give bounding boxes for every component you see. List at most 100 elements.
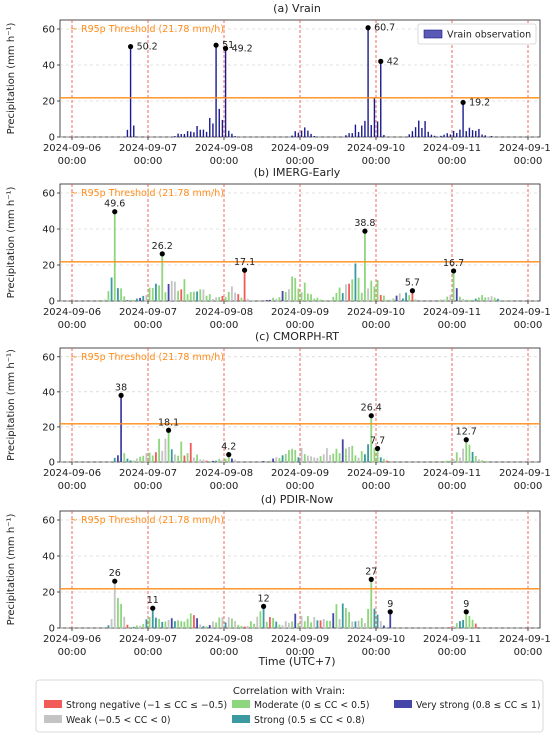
peak-marker — [226, 452, 232, 458]
legend-swatch-very-strong — [394, 700, 412, 708]
correlation-legend-title: Correlation with Vrain: — [233, 686, 345, 697]
peak-marker — [378, 58, 384, 64]
series-legend-swatch — [423, 29, 443, 39]
y-tick-label: 0 — [49, 624, 55, 635]
y-tick-label: 0 — [49, 133, 55, 144]
peak-marker — [409, 288, 416, 294]
x-tick-time: 00:00 — [286, 320, 315, 331]
y-tick-label: 60 — [42, 516, 55, 527]
x-tick-time: 00:00 — [210, 647, 239, 658]
legend-label-strong-negative: Strong negative (−1 ≤ CC ≤ −0.5) — [66, 700, 227, 711]
panel-title: (c) CMORPH-RT — [255, 330, 339, 343]
peak-value-label: 26.4 — [361, 403, 382, 414]
peak-value-label: 26.2 — [152, 241, 173, 252]
x-tick-date: 2024-09-11 — [423, 468, 481, 479]
x-tick-date: 2024-09-06 — [43, 307, 101, 318]
x-tick-date: 2024-09-07 — [119, 468, 177, 479]
legend-swatch-strong-negative — [44, 700, 62, 708]
x-tick-date: 2024-09-10 — [347, 468, 405, 479]
peak-value-label: 18.1 — [158, 417, 179, 428]
x-tick-time: 00:00 — [438, 647, 467, 658]
y-axis-label: Precipitation (mm h⁻¹) — [6, 23, 17, 135]
y-tick-label: 0 — [49, 297, 55, 308]
x-tick-date: 2024-09-11 — [423, 307, 481, 318]
peak-marker — [213, 42, 219, 48]
x-tick-date: 2024-09-07 — [119, 143, 177, 154]
peak-marker — [112, 578, 118, 584]
peak-value-label: 38 — [115, 382, 127, 393]
peak-marker — [463, 609, 469, 615]
panel-title: (b) IMERG-Early — [254, 166, 341, 179]
threshold-label: ~ R95p Threshold (21.78 mm/h) — [70, 352, 224, 363]
peak-marker — [127, 44, 134, 50]
x-tick-date: 2024-09-12 — [499, 634, 550, 645]
x-tick-time: 00:00 — [58, 481, 87, 492]
y-tick-label: 20 — [42, 588, 55, 599]
peak-marker — [368, 413, 374, 419]
x-tick-time: 00:00 — [286, 647, 315, 658]
x-tick-date: 2024-09-12 — [499, 307, 550, 318]
y-tick-label: 20 — [42, 422, 55, 433]
x-tick-date: 2024-09-12 — [499, 143, 550, 154]
x-tick-date: 2024-09-11 — [423, 143, 481, 154]
y-tick-label: 40 — [42, 225, 55, 236]
x-tick-time: 00:00 — [210, 481, 239, 492]
x-tick-date: 2024-09-06 — [43, 143, 101, 154]
bar-group — [126, 27, 493, 137]
series-legend-box — [417, 23, 537, 45]
peak-marker — [368, 576, 374, 583]
x-tick-time: 00:00 — [362, 156, 391, 167]
x-tick-date: 2024-09-08 — [195, 468, 253, 479]
peak-value-label: 26 — [109, 568, 121, 579]
x-tick-date: 2024-09-08 — [195, 634, 253, 645]
legend-label-moderate: Moderate (0 ≤ CC < 0.5) — [254, 700, 370, 711]
peak-value-label: 16.7 — [443, 258, 464, 269]
x-tick-date: 2024-09-08 — [195, 143, 253, 154]
peak-marker — [374, 445, 381, 452]
y-axis-label: Precipitation (mm h⁻¹) — [6, 187, 17, 299]
peak-value-label: 4.2 — [221, 442, 236, 453]
x-tick-time: 00:00 — [58, 647, 87, 658]
peak-value-label: 9 — [387, 599, 393, 610]
panel-3: (d) PDIR-Now 0 20 40 60 Precipitation (mm h⁻¹… — [6, 493, 550, 658]
x-tick-time: 00:00 — [514, 320, 543, 331]
x-tick-time: 00:00 — [134, 320, 163, 331]
peak-value-label: 49.2 — [232, 43, 253, 54]
panel-0: (a) Vrain 0 20 40 60 Precipitation (mm h⁻¹) ~ … — [6, 2, 550, 167]
peak-value-label: 60.7 — [374, 23, 395, 34]
peak-value-label: 12 — [258, 593, 270, 604]
peak-value-label: 5.7 — [405, 278, 420, 289]
y-tick-label: 60 — [42, 352, 55, 363]
x-tick-time: 00:00 — [58, 320, 87, 331]
peak-value-label: 9 — [463, 599, 469, 610]
x-tick-time: 00:00 — [514, 156, 543, 167]
peak-marker — [387, 609, 393, 615]
x-tick-date: 2024-09-12 — [499, 468, 550, 479]
legend-label-weak: Weak (−0.5 < CC < 0) — [66, 715, 171, 726]
legend-label-strong: Strong (0.5 ≤ CC < 0.8) — [254, 715, 365, 726]
peak-marker — [463, 437, 469, 443]
x-tick-date: 2024-09-10 — [347, 307, 405, 318]
bar-group — [107, 579, 483, 628]
peak-marker — [150, 605, 156, 611]
peak-value-label: 27 — [365, 566, 377, 577]
peak-marker — [362, 228, 368, 234]
y-axis-label: Precipitation (mm h⁻¹) — [6, 349, 17, 461]
x-tick-date: 2024-09-09 — [271, 634, 329, 645]
y-tick-label: 40 — [42, 552, 55, 563]
peak-marker — [118, 392, 124, 398]
y-tick-label: 60 — [42, 189, 55, 200]
legend-swatch-strong — [232, 715, 250, 723]
x-tick-date: 2024-09-10 — [347, 143, 405, 154]
bar-group — [113, 395, 487, 462]
series-legend-label: Vrain observation — [447, 30, 531, 41]
bar-group — [104, 211, 509, 301]
y-tick-label: 40 — [42, 61, 55, 72]
y-tick-label: 20 — [42, 261, 55, 272]
x-tick-date: 2024-09-07 — [119, 634, 177, 645]
peak-value-label: 50.2 — [137, 42, 158, 53]
peak-value-label: 38.8 — [354, 218, 375, 229]
x-tick-time: 00:00 — [134, 156, 163, 167]
legend-label-very-strong: Very strong (0.8 ≤ CC ≤ 1) — [416, 700, 541, 711]
x-tick-time: 00:00 — [58, 156, 87, 167]
